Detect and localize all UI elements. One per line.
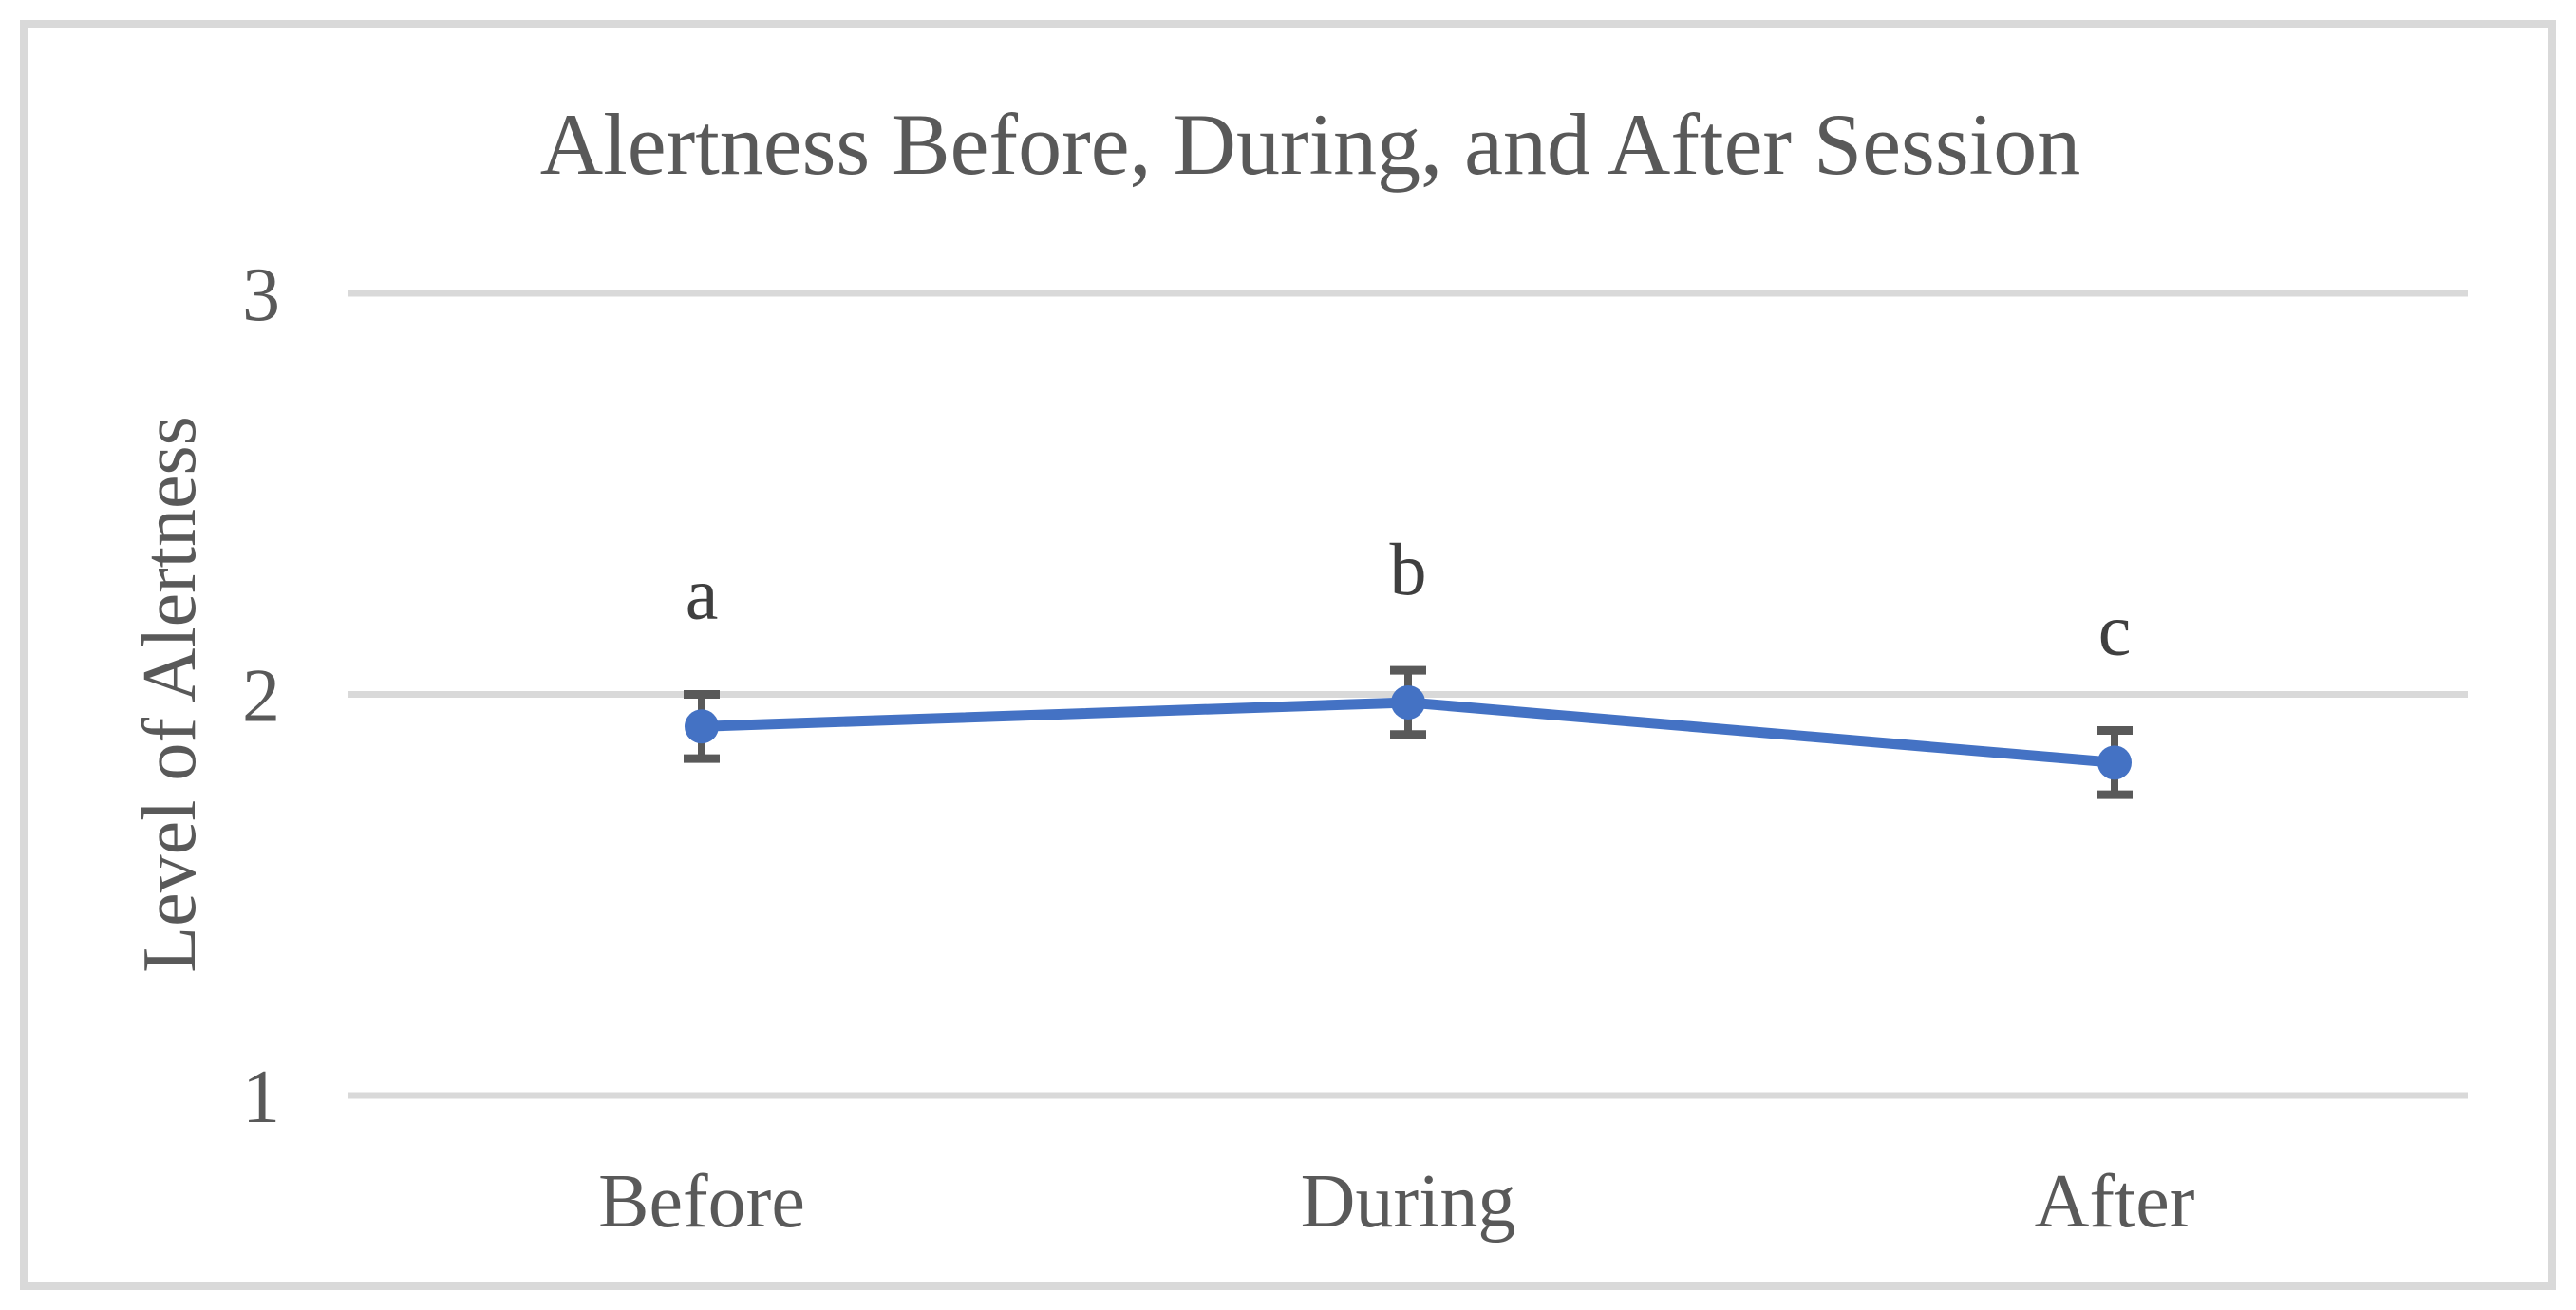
point-letter: a	[686, 552, 719, 635]
data-point-marker	[685, 709, 719, 744]
y-tick-label: 3	[242, 253, 280, 337]
x-category-label: Before	[598, 1160, 805, 1244]
chart-title: Alertness Before, During, and After Sess…	[540, 96, 2080, 193]
y-tick-labels-group: 3 2 1	[242, 253, 280, 1139]
point-letter: b	[1390, 528, 1427, 610]
y-tick-label: 1	[242, 1056, 280, 1139]
y-tick-label: 2	[242, 655, 280, 739]
point-letter: c	[2098, 589, 2132, 671]
x-category-label: During	[1301, 1160, 1516, 1244]
panel-border	[20, 20, 2556, 1290]
x-category-label: After	[2035, 1160, 2195, 1244]
data-point-marker	[1391, 684, 1425, 720]
data-point-marker	[2097, 745, 2132, 780]
y-axis-title: Level of Alertness	[128, 416, 212, 972]
x-category-labels-group: Before During After	[598, 1160, 2194, 1244]
point-letters-group: a b c	[686, 528, 2132, 670]
series-layer	[684, 665, 2133, 799]
